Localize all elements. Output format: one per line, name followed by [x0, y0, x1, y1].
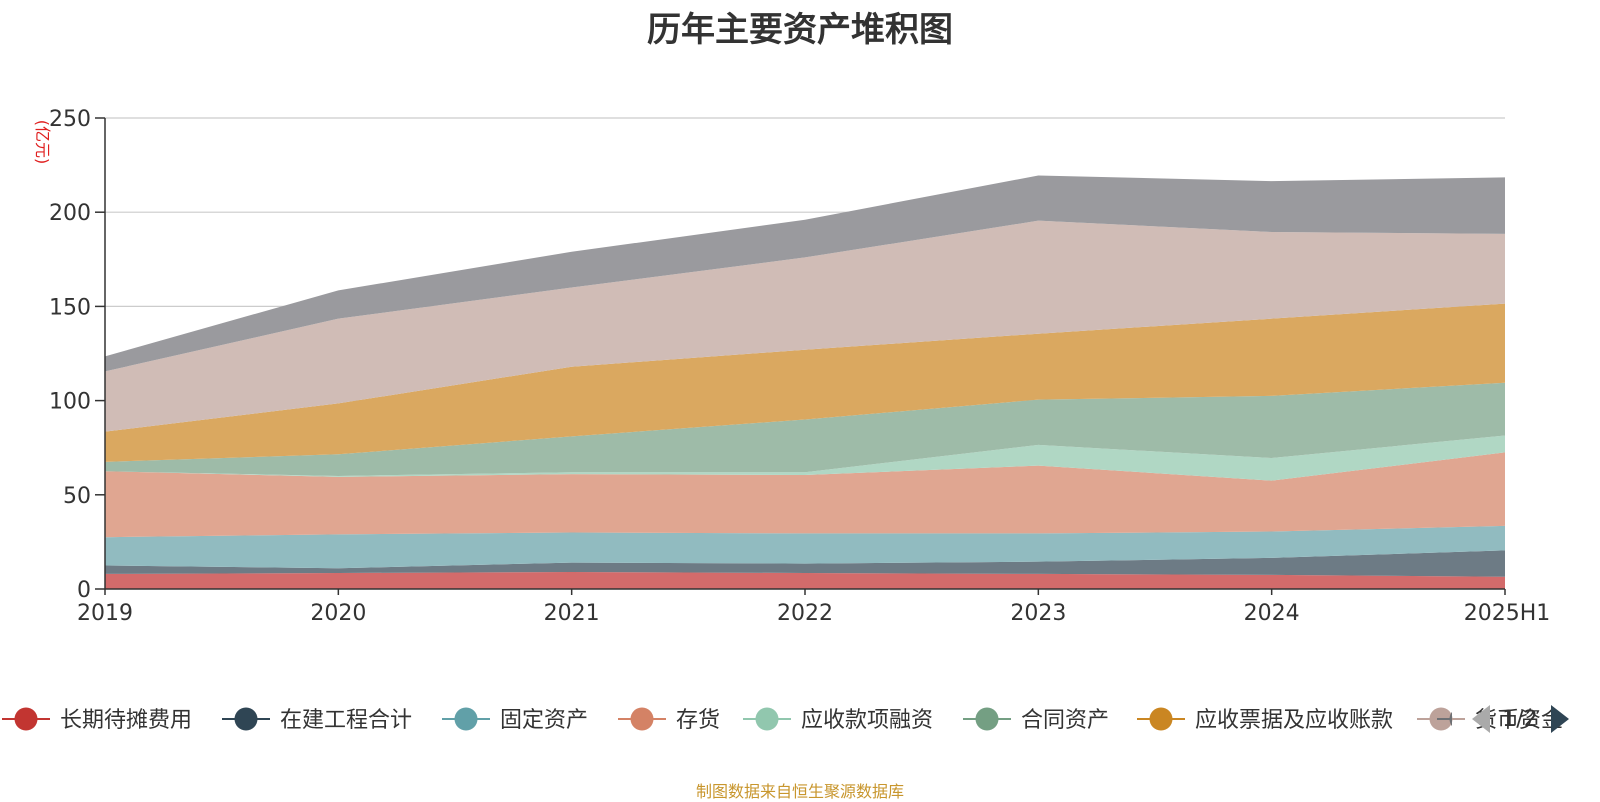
- legend-item[interactable]: 应收票据及应收账款: [1137, 707, 1393, 734]
- x-tick-label: 2023: [1010, 601, 1066, 626]
- y-tick-label: 250: [49, 107, 91, 132]
- x-tick-label: 2025H1: [1464, 601, 1551, 626]
- y-tick-label: 50: [63, 484, 91, 509]
- legend-label: 固定资产: [500, 708, 588, 733]
- legend-label: 长期待摊费用: [60, 708, 192, 733]
- legend-marker: [975, 707, 999, 731]
- x-tick-label: 2024: [1244, 601, 1300, 626]
- legend-item[interactable]: 应收款项融资: [743, 707, 933, 734]
- x-tick-label: 2019: [77, 601, 133, 626]
- legend-item[interactable]: 在建工程合计: [222, 707, 412, 734]
- legend-item-partial[interactable]: [1437, 708, 1485, 731]
- area-series-2: [105, 550, 1505, 577]
- legend-marker: [1449, 711, 1452, 727]
- y-tick-label: 150: [49, 295, 91, 320]
- legend-label: 存货: [676, 708, 720, 733]
- legend-marker: [630, 707, 654, 731]
- legend-marker: [1149, 707, 1173, 731]
- y-unit-label: (亿元): [33, 120, 52, 165]
- legend-item[interactable]: 货币资金: [1417, 707, 1563, 734]
- area-series-8: [105, 220, 1505, 432]
- area-series-3: [105, 525, 1505, 569]
- area-series-6: [105, 382, 1505, 476]
- area-series-5: [105, 435, 1505, 481]
- legend-marker: [234, 707, 258, 731]
- legend: 长期待摊费用 在建工程合计 固定资产 存货 应收款项融资 合同资产 应收票据及应收账款 货币资…: [2, 705, 1569, 733]
- x-tick-label: 2022: [777, 601, 833, 626]
- legend-label: 合同资产: [1021, 708, 1109, 733]
- area-series-4: [105, 452, 1505, 538]
- legend-marker: [755, 707, 779, 731]
- area-series-7: [105, 303, 1505, 462]
- y-tick-label: 100: [49, 390, 91, 415]
- legend-item[interactable]: 长期待摊费用: [2, 707, 192, 734]
- legend-prev-page-icon[interactable]: [1472, 705, 1490, 733]
- legend-marker: [14, 707, 38, 731]
- y-tick-label: 200: [49, 201, 91, 226]
- legend-item[interactable]: 合同资产: [963, 707, 1109, 734]
- x-tick-label: 2021: [544, 601, 600, 626]
- legend-label: 应收票据及应收账款: [1195, 708, 1393, 733]
- x-tick-label: 2020: [310, 601, 366, 626]
- legend-marker: [454, 707, 478, 731]
- legend-item[interactable]: 存货: [618, 707, 720, 734]
- legend-item[interactable]: 固定资产: [442, 707, 588, 734]
- area-series: [105, 175, 1505, 589]
- axes: 0 50 100 150 200 250 2019 2020 2021 2022 2023 2024 2…: [49, 107, 1550, 626]
- source-note: 制图数据来自恒生聚源数据库: [695, 782, 904, 801]
- legend-page-indicator: 1/2: [1502, 707, 1537, 732]
- legend-next-page-icon[interactable]: [1551, 705, 1569, 733]
- chart-title: 历年主要资产堆积图: [647, 10, 953, 50]
- legend-label: 在建工程合计: [280, 708, 412, 733]
- y-tick-label: 0: [77, 578, 91, 603]
- legend-label: 应收款项融资: [801, 708, 933, 733]
- area-series-1: [105, 572, 1505, 589]
- area-series-9: [105, 175, 1505, 372]
